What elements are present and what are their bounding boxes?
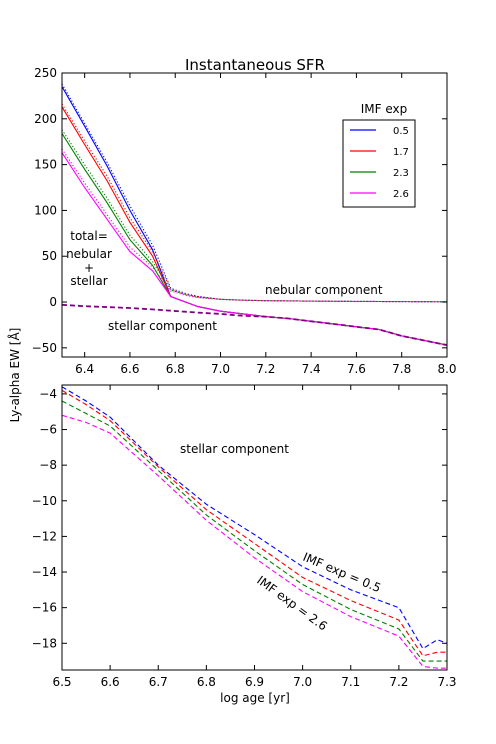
annotation-stellar-word: stellar bbox=[70, 274, 107, 288]
bottom-series-dashed-2 bbox=[62, 400, 447, 662]
legend-label-0-5: 0.5 bbox=[393, 126, 409, 137]
top-y-tick-label: 150 bbox=[34, 158, 57, 172]
top-x-tick-label: 7.0 bbox=[211, 362, 230, 376]
legend-label-2-6: 2.6 bbox=[393, 189, 409, 200]
annotation-stellar-component-top: stellar component bbox=[108, 319, 217, 333]
bottom-ticks-group: 6.5 6.6 6.7 6.8 6.9 7.0 7.1 7.2 7.3 −18 −16 −14 −12 −… bbox=[32, 385, 457, 689]
bottom-y-tick-label: −4 bbox=[39, 387, 57, 401]
top-ticks-group: 6.4 6.6 6.8 7.0 7.2 7.4 7.6 7.8 8.0 −50 0 50 100 150 2… bbox=[32, 66, 457, 376]
bottom-y-tick-label: −18 bbox=[32, 636, 57, 650]
top-y-tick-label: 250 bbox=[34, 66, 57, 80]
chart-title: Instantaneous SFR bbox=[185, 56, 325, 74]
bottom-x-tick-label: 6.6 bbox=[101, 675, 120, 689]
bottom-series-dashed-3 bbox=[62, 414, 447, 669]
annotation-total: total= bbox=[70, 229, 108, 243]
bottom-x-tick-label: 6.5 bbox=[52, 675, 71, 689]
x-axis-label: log age [yr] bbox=[220, 691, 290, 705]
legend-title: IMF exp bbox=[361, 102, 408, 116]
top-series-group bbox=[62, 83, 447, 346]
top-y-tick-label: 0 bbox=[49, 295, 57, 309]
bottom-y-tick-label: −6 bbox=[39, 423, 57, 437]
bottom-x-tick-label: 6.9 bbox=[245, 675, 264, 689]
legend-label-2-3: 2.3 bbox=[393, 168, 409, 179]
bottom-y-tick-label: −12 bbox=[32, 529, 57, 543]
bottom-x-tick-label: 6.7 bbox=[149, 675, 168, 689]
bottom-y-tick-label: −10 bbox=[32, 494, 57, 508]
top-x-tick-label: 7.2 bbox=[256, 362, 275, 376]
top-y-tick-label: 50 bbox=[42, 249, 57, 263]
bottom-x-tick-label: 7.2 bbox=[389, 675, 408, 689]
top-y-tick-label: 200 bbox=[34, 112, 57, 126]
top-series-dotted-7 bbox=[62, 148, 447, 303]
bottom-series-group bbox=[62, 386, 447, 669]
top-x-tick-label: 7.4 bbox=[302, 362, 321, 376]
bottom-x-tick-label: 7.3 bbox=[437, 675, 456, 689]
top-axes-frame bbox=[61, 72, 448, 358]
top-y-tick-label: 100 bbox=[34, 203, 57, 217]
y-axis-label: Ly-alpha EW [Å] bbox=[7, 328, 22, 423]
top-x-tick-label: 6.6 bbox=[120, 362, 139, 376]
bottom-y-tick-label: −16 bbox=[32, 601, 57, 615]
top-x-tick-label: 6.8 bbox=[166, 362, 185, 376]
legend-label-1-7: 1.7 bbox=[393, 147, 409, 158]
top-panel: 6.4 6.6 6.8 7.0 7.2 7.4 7.6 7.8 8.0 −50 0 50 100 150 2… bbox=[32, 66, 457, 376]
top-y-tick-label: −50 bbox=[32, 341, 57, 355]
top-series-dashed-8 bbox=[62, 303, 447, 346]
annotation-plus: + bbox=[84, 261, 94, 275]
top-x-tick-label: 7.8 bbox=[392, 362, 411, 376]
bottom-y-tick-label: −14 bbox=[32, 565, 57, 579]
bottom-series-dashed-0 bbox=[62, 386, 447, 650]
annotation-nebular-component: nebular component bbox=[265, 283, 383, 297]
top-series-dotted-6 bbox=[62, 129, 447, 303]
top-x-tick-label: 8.0 bbox=[437, 362, 456, 376]
bottom-series-dashed-1 bbox=[62, 389, 447, 657]
annotation-nebular-word: nebular bbox=[66, 247, 112, 261]
legend: IMF exp 0.5 1.7 2.3 2.6 bbox=[342, 102, 416, 208]
bottom-x-tick-label: 7.0 bbox=[293, 675, 312, 689]
bottom-x-tick-label: 6.8 bbox=[197, 675, 216, 689]
bottom-y-tick-label: −8 bbox=[39, 458, 57, 472]
bottom-x-tick-label: 7.1 bbox=[341, 675, 360, 689]
annotation-stellar-component-bottom: stellar component bbox=[180, 442, 289, 456]
top-x-tick-label: 7.6 bbox=[347, 362, 366, 376]
top-x-tick-label: 6.4 bbox=[75, 362, 94, 376]
